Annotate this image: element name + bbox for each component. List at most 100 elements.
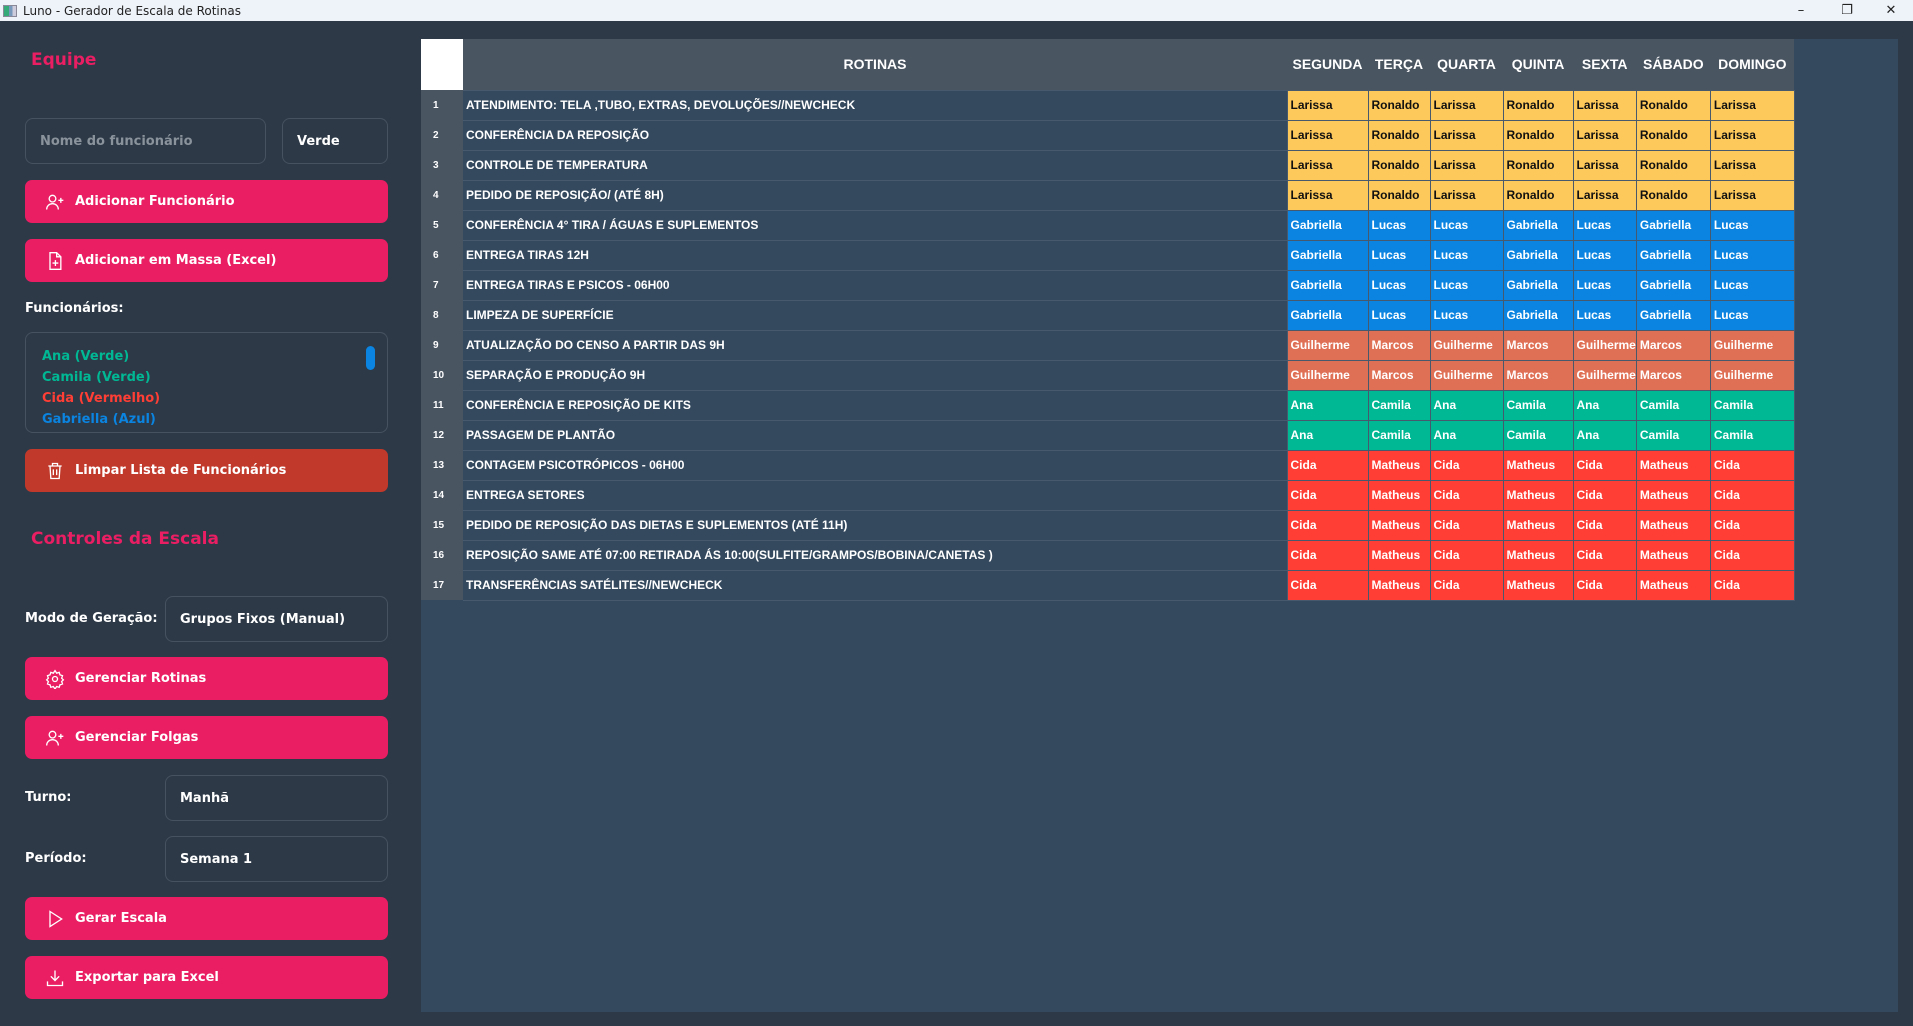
corner-cell[interactable] (421, 39, 463, 90)
assignment-cell[interactable]: Guilherme (1709, 359, 1795, 391)
generate-schedule-button[interactable]: Gerar Escala (25, 897, 388, 940)
assignment-cell[interactable]: Larissa (1572, 149, 1637, 181)
assignment-cell[interactable]: Gabriella (1635, 299, 1711, 331)
assignment-cell[interactable]: Larissa (1572, 119, 1637, 151)
assignment-cell[interactable]: Ronaldo (1367, 89, 1431, 121)
assignment-cell[interactable]: Matheus (1367, 479, 1431, 511)
routine-cell[interactable]: ENTREGA TIRAS E PSICOS - 06H00 (463, 269, 1287, 301)
assignment-cell[interactable]: Cida (1286, 539, 1369, 571)
routine-cell[interactable]: ENTREGA SETORES (463, 479, 1287, 511)
table-row[interactable]: 13 CONTAGEM PSICOTRÓPICOS - 06H00 Cida Math… (421, 449, 1795, 481)
day-header[interactable]: QUARTA (1430, 39, 1503, 90)
assignment-cell[interactable]: Ronaldo (1367, 179, 1431, 211)
manage-dayoff-button[interactable]: Gerenciar Folgas (25, 716, 388, 759)
routine-cell[interactable]: TRANSFERÊNCIAS SATÉLITES//NEWCHECK (463, 569, 1287, 601)
assignment-cell[interactable]: Guilherme (1286, 329, 1369, 361)
employee-list-item[interactable]: Gabriella (Azul) (42, 412, 156, 427)
assignment-cell[interactable]: Cida (1429, 449, 1504, 481)
table-row[interactable]: 4 PEDIDO DE REPOSIÇÃO/ (ATÉ 8H) Larissa Ron… (421, 179, 1795, 211)
day-header[interactable]: QUINTA (1503, 39, 1573, 90)
assignment-cell[interactable]: Gabriella (1502, 269, 1574, 301)
table-row[interactable]: 10 SEPARAÇÃO E PRODUÇÃO 9H Guilherme Marcos… (421, 359, 1795, 391)
assignment-cell[interactable]: Camila (1502, 419, 1574, 451)
assignment-cell[interactable]: Camila (1635, 389, 1711, 421)
assignment-cell[interactable]: Cida (1709, 479, 1795, 511)
assignment-cell[interactable]: Lucas (1709, 209, 1795, 241)
routine-cell[interactable]: CONTROLE DE TEMPERATURA (463, 149, 1287, 181)
assignment-cell[interactable]: Gabriella (1635, 209, 1711, 241)
assignment-cell[interactable]: Ana (1429, 419, 1504, 451)
table-row[interactable]: 1 ATENDIMENTO: TELA ,TUBO, EXTRAS, DEVOLU… (421, 89, 1795, 121)
routine-cell[interactable]: CONTAGEM PSICOTRÓPICOS - 06H00 (463, 449, 1287, 481)
routine-cell[interactable]: SEPARAÇÃO E PRODUÇÃO 9H (463, 359, 1287, 391)
assignment-cell[interactable]: Lucas (1429, 209, 1504, 241)
assignment-cell[interactable]: Larissa (1286, 119, 1369, 151)
assignment-cell[interactable]: Cida (1572, 569, 1637, 601)
assignment-cell[interactable]: Matheus (1635, 509, 1711, 541)
assignment-cell[interactable]: Guilherme (1572, 359, 1637, 391)
assignment-cell[interactable]: Gabriella (1635, 239, 1711, 271)
assignment-cell[interactable]: Matheus (1367, 539, 1431, 571)
assignment-cell[interactable]: Lucas (1709, 269, 1795, 301)
assignment-cell[interactable]: Cida (1286, 479, 1369, 511)
assignment-cell[interactable]: Marcos (1502, 359, 1574, 391)
assignment-cell[interactable]: Matheus (1635, 539, 1711, 571)
mode-select[interactable]: Grupos Fixos (Manual) (165, 596, 388, 642)
employee-list-item[interactable]: Ana (Verde) (42, 349, 130, 364)
assignment-cell[interactable]: Cida (1429, 509, 1504, 541)
assignment-cell[interactable]: Cida (1709, 509, 1795, 541)
employee-list-item[interactable]: Camila (Verde) (42, 370, 151, 385)
assignment-cell[interactable]: Ronaldo (1635, 179, 1711, 211)
assignment-cell[interactable]: Lucas (1709, 239, 1795, 271)
assignment-cell[interactable]: Ronaldo (1502, 149, 1574, 181)
routine-cell[interactable]: ATENDIMENTO: TELA ,TUBO, EXTRAS, DEVOLUÇ… (463, 89, 1287, 121)
assignment-cell[interactable]: Matheus (1635, 479, 1711, 511)
assignment-cell[interactable]: Lucas (1429, 299, 1504, 331)
assignment-cell[interactable]: Gabriella (1502, 239, 1574, 271)
assignment-cell[interactable]: Cida (1286, 449, 1369, 481)
day-header[interactable]: DOMINGO (1710, 39, 1795, 90)
assignment-cell[interactable]: Lucas (1367, 269, 1431, 301)
routine-cell[interactable]: PEDIDO DE REPOSIÇÃO/ (ATÉ 8H) (463, 179, 1287, 211)
table-row[interactable]: 3 CONTROLE DE TEMPERATURA Larissa Ronaldo La… (421, 149, 1795, 181)
assignment-cell[interactable]: Ronaldo (1635, 149, 1711, 181)
assignment-cell[interactable]: Gabriella (1286, 239, 1369, 271)
assignment-cell[interactable]: Lucas (1367, 239, 1431, 271)
assignment-cell[interactable]: Larissa (1286, 89, 1369, 121)
assignment-cell[interactable]: Ronaldo (1635, 119, 1711, 151)
table-row[interactable]: 5 CONFERÊNCIA 4° TIRA / ÁGUAS E SUPLEMENT… (421, 209, 1795, 241)
assignment-cell[interactable]: Gabriella (1286, 299, 1369, 331)
routine-cell[interactable]: ENTREGA TIRAS 12H (463, 239, 1287, 271)
export-excel-button[interactable]: Exportar para Excel (25, 956, 388, 999)
assignment-cell[interactable]: Ronaldo (1502, 179, 1574, 211)
table-row[interactable]: 15 PEDIDO DE REPOSIÇÃO DAS DIETAS E SUPLE… (421, 509, 1795, 541)
assignment-cell[interactable]: Lucas (1367, 209, 1431, 241)
assignment-cell[interactable]: Lucas (1429, 239, 1504, 271)
assignment-cell[interactable]: Cida (1572, 479, 1637, 511)
assignment-cell[interactable]: Lucas (1572, 299, 1637, 331)
assignment-cell[interactable]: Gabriella (1502, 209, 1574, 241)
assignment-cell[interactable]: Camila (1502, 389, 1574, 421)
close-button[interactable]: ✕ (1885, 3, 1897, 18)
assignment-cell[interactable]: Ronaldo (1635, 89, 1711, 121)
table-row[interactable]: 14 ENTREGA SETORES Cida Matheus Cida Matheus C… (421, 479, 1795, 511)
assignment-cell[interactable]: Ronaldo (1502, 89, 1574, 121)
assignment-cell[interactable]: Matheus (1635, 449, 1711, 481)
assignment-cell[interactable]: Gabriella (1502, 299, 1574, 331)
routine-cell[interactable]: CONFERÊNCIA 4° TIRA / ÁGUAS E SUPLEMENTO… (463, 209, 1287, 241)
assignment-cell[interactable]: Larissa (1429, 149, 1504, 181)
employee-list[interactable]: Ana (Verde) Camila (Verde) Cida (Vermelho)… (25, 332, 388, 433)
assignment-cell[interactable]: Larissa (1709, 119, 1795, 151)
assignment-cell[interactable]: Larissa (1572, 89, 1637, 121)
assignment-cell[interactable]: Ronaldo (1367, 119, 1431, 151)
assignment-cell[interactable]: Camila (1367, 389, 1431, 421)
assignment-cell[interactable]: Gabriella (1286, 209, 1369, 241)
assignment-cell[interactable]: Larissa (1429, 119, 1504, 151)
assignment-cell[interactable]: Lucas (1572, 209, 1637, 241)
assignment-cell[interactable]: Camila (1635, 419, 1711, 451)
bulk-add-button[interactable]: Adicionar em Massa (Excel) (25, 239, 388, 282)
assignment-cell[interactable]: Cida (1572, 449, 1637, 481)
assignment-cell[interactable]: Cida (1286, 509, 1369, 541)
assignment-cell[interactable]: Larissa (1429, 89, 1504, 121)
assignment-cell[interactable]: Larissa (1709, 89, 1795, 121)
